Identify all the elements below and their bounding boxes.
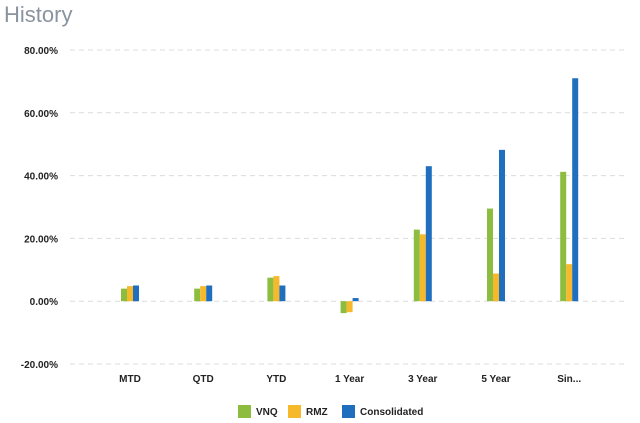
legend: VNQ RMZ Consolidated bbox=[238, 405, 423, 418]
bar-vnq-1-year[interactable] bbox=[340, 301, 347, 314]
y-axis: 80.00% 60.00% 40.00% 20.00% 0.00% -20.00% bbox=[21, 46, 58, 371]
bar-rmz-ytd[interactable] bbox=[273, 276, 280, 302]
bar-consolidated-qtd[interactable] bbox=[206, 285, 213, 302]
legend-swatch-consolidated bbox=[342, 405, 355, 418]
y-tick-label: 0.00% bbox=[30, 297, 58, 308]
x-tick-label: Sin... bbox=[557, 374, 581, 385]
bars bbox=[121, 78, 579, 314]
legend-swatch-rmz bbox=[288, 405, 301, 418]
bar-vnq-5-year[interactable] bbox=[487, 208, 493, 302]
bar-vnq-mtd[interactable] bbox=[121, 288, 127, 302]
y-tick-label: -20.00% bbox=[21, 360, 58, 371]
bar-consolidated-ytd[interactable] bbox=[279, 285, 286, 302]
y-tick-label: 80.00% bbox=[24, 46, 58, 57]
bar-vnq-sin-[interactable] bbox=[560, 171, 567, 302]
legend-label-consolidated[interactable]: Consolidated bbox=[360, 407, 423, 418]
bar-rmz-3-year[interactable] bbox=[419, 234, 426, 302]
y-tick-label: 20.00% bbox=[24, 234, 58, 245]
bar-vnq-qtd[interactable] bbox=[194, 288, 201, 302]
y-tick-label: 40.00% bbox=[24, 172, 58, 183]
bar-rmz-mtd[interactable] bbox=[127, 286, 133, 302]
bar-consolidated-3-year[interactable] bbox=[425, 166, 432, 302]
legend-label-rmz[interactable]: RMZ bbox=[306, 407, 328, 418]
x-tick-label: YTD bbox=[266, 374, 286, 385]
bar-rmz-sin-[interactable] bbox=[566, 264, 573, 302]
bar-rmz-1-year[interactable] bbox=[346, 301, 353, 313]
y-tick-label: 60.00% bbox=[24, 109, 58, 120]
legend-swatch-vnq bbox=[238, 405, 251, 418]
bar-rmz-qtd[interactable] bbox=[200, 286, 207, 302]
bar-consolidated-mtd[interactable] bbox=[133, 285, 139, 302]
x-tick-label: QTD bbox=[193, 374, 214, 385]
bar-vnq-ytd[interactable] bbox=[267, 277, 274, 302]
bar-vnq-3-year[interactable] bbox=[413, 229, 420, 302]
x-tick-label: 1 Year bbox=[335, 374, 364, 385]
x-tick-label: 3 Year bbox=[408, 374, 437, 385]
gridlines bbox=[70, 49, 625, 365]
bar-consolidated-5-year[interactable] bbox=[499, 149, 505, 302]
bar-consolidated-1-year[interactable] bbox=[352, 298, 359, 302]
page-title: History bbox=[4, 2, 73, 27]
bar-rmz-5-year[interactable] bbox=[493, 273, 499, 302]
legend-label-vnq[interactable]: VNQ bbox=[256, 407, 278, 418]
x-axis: MTD QTD YTD 1 Year 3 Year 5 Year Sin... bbox=[119, 374, 581, 385]
x-tick-label: 5 Year bbox=[481, 374, 510, 385]
bar-consolidated-sin-[interactable] bbox=[572, 78, 579, 302]
x-tick-label: MTD bbox=[119, 374, 141, 385]
